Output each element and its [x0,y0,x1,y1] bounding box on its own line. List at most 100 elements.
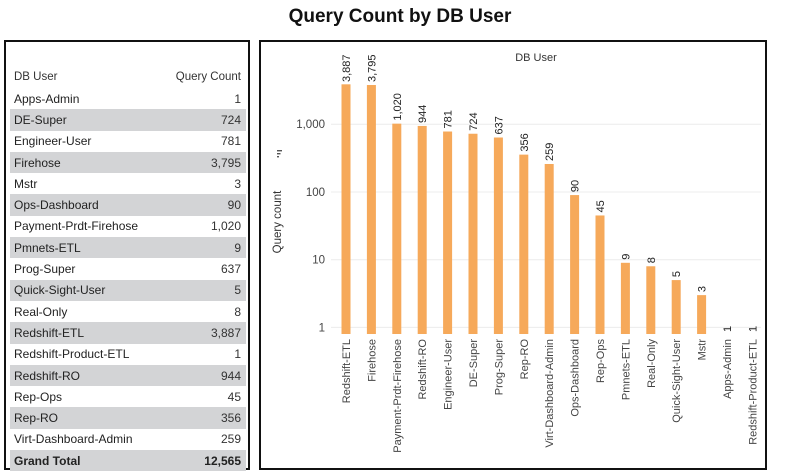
bar [570,195,580,334]
cell-query-count: 3 [234,176,241,191]
cell-db-user: DE-Super [14,112,67,127]
cell-query-count: 5 [234,283,241,298]
header-db-user: DB User [14,71,58,83]
grand-total-label: Grand Total [14,453,81,468]
value-label: 1,020 [392,93,404,121]
x-tick-label: Redshift-ETL [341,339,353,403]
cell-db-user: Quick-Sight-User [14,283,106,298]
cell-db-user: Prog-Super [14,262,76,277]
x-tick-label: Apps-Admin [722,339,734,399]
x-tick-label: Firehose [366,339,378,382]
sort-icon[interactable] [277,150,282,158]
x-tick-label: Mstr [697,339,709,361]
table-row: Redshift-Product-ETL 1 [10,344,246,365]
cell-query-count: 781 [220,134,241,149]
x-tick-label: DE-Super [468,339,480,388]
cell-query-count: 1,020 [210,219,241,234]
value-label: 1 [722,326,734,332]
cell-query-count: 45 [227,389,241,404]
bar-chart: DB User 1 10 100 1,000 Query count 3,887 3,7… [272,52,761,453]
cell-query-count: 724 [220,112,241,127]
cell-query-count: 944 [220,368,241,383]
cell-query-count: 3,887 [210,325,241,340]
cell-db-user: Apps-Admin [14,91,80,106]
y-axis-label: Query count [272,190,284,253]
bars [341,84,707,335]
x-tick-label: Virt-Dashboard-Admin [544,339,556,448]
bar [341,84,351,335]
cell-db-user: Mstr [14,176,38,191]
cell-db-user: Redshift-RO [14,368,81,383]
value-label: 3,887 [341,54,353,82]
table-row: Pmnets-ETL 9 [10,237,246,259]
x-tick-label: Pmnets-ETL [620,339,632,400]
table-row: Mstr 3 [10,173,246,194]
cell-db-user: Real-Only [14,304,68,319]
cell-db-user: Redshift-Product-ETL [14,347,130,362]
x-axis-labels: Redshift-ETL Firehose Payment-Prdt-Firehos… [341,339,759,453]
bar [671,280,681,334]
table-row: Real-Only 8 [10,301,246,322]
value-label: 3 [697,286,709,292]
cell-db-user: Firehose [14,155,61,170]
bar [417,125,427,334]
x-tick-label: Engineer-User [443,339,455,410]
cell-db-user: Pmnets-ETL [14,240,81,255]
grand-total-row: Grand Total 12,565 [10,450,246,472]
query-count-table: DB User Query Count Apps-Admin 1 DE-Super 7… [10,66,246,472]
bar [392,123,402,335]
value-label: 5 [671,271,683,277]
cell-db-user: Rep-Ops [14,389,63,404]
header-query-count: Query Count [175,71,241,83]
bar [493,137,503,334]
x-tick-label: Rep-Ops [595,339,607,384]
x-tick-label: Quick-Sight-User [671,339,683,423]
table-row: Prog-Super 637 [10,258,246,279]
cell-query-count: 9 [234,240,241,255]
cell-query-count: 637 [220,262,241,277]
y-axis-ticks: 1 10 100 1,000 [296,119,325,334]
bar [468,133,478,334]
table-row: Quick-Sight-User 5 [10,279,246,301]
chart-title: DB User [515,52,557,64]
cell-db-user: Engineer-User [14,134,92,149]
table-row: Rep-RO 356 [10,407,246,429]
value-label: 90 [570,180,582,192]
bar [443,131,453,334]
grand-total-value: 12,565 [204,453,241,468]
value-label: 781 [443,110,455,128]
y-tick-label: 10 [312,255,325,267]
x-tick-label: Ops-Dashboard [570,339,582,417]
cell-db-user: Ops-Dashboard [14,198,99,213]
bar [366,85,376,335]
cell-db-user: Payment-Prdt-Firehose [14,219,139,234]
cell-query-count: 3,795 [210,155,241,170]
table-row: Rep-Ops 45 [10,386,246,407]
bar [544,163,554,334]
page-title: Query Count by DB User [288,6,512,27]
table-row: DE-Super 724 [10,109,246,131]
cell-query-count: 356 [220,411,241,426]
bar [595,215,605,334]
table-row: Payment-Prdt-Firehose 1,020 [10,216,246,237]
table-panel: DB User Query Count Apps-Admin 1 DE-Super 7… [4,40,250,472]
value-label: 724 [468,112,480,130]
x-tick-label: Real-Only [646,339,658,388]
value-label: 9 [620,254,632,260]
cell-query-count: 90 [227,198,241,213]
value-label: 45 [595,200,607,212]
value-label: 3,795 [366,54,378,82]
x-tick-label: Payment-Prdt-Firehose [392,339,404,453]
table-row: Redshift-ETL 3,887 [10,322,246,344]
table-row: Apps-Admin 1 [10,88,246,109]
bar [519,154,529,334]
table-row: Redshift-RO 944 [10,364,246,387]
cell-db-user: Redshift-ETL [14,325,85,340]
bar [646,266,656,334]
table-header: DB User Query Count [10,66,246,88]
bar [620,262,630,334]
cell-query-count: 1 [234,347,241,362]
value-label: 1 [747,326,759,332]
value-label: 637 [493,116,505,134]
bar [697,295,707,334]
